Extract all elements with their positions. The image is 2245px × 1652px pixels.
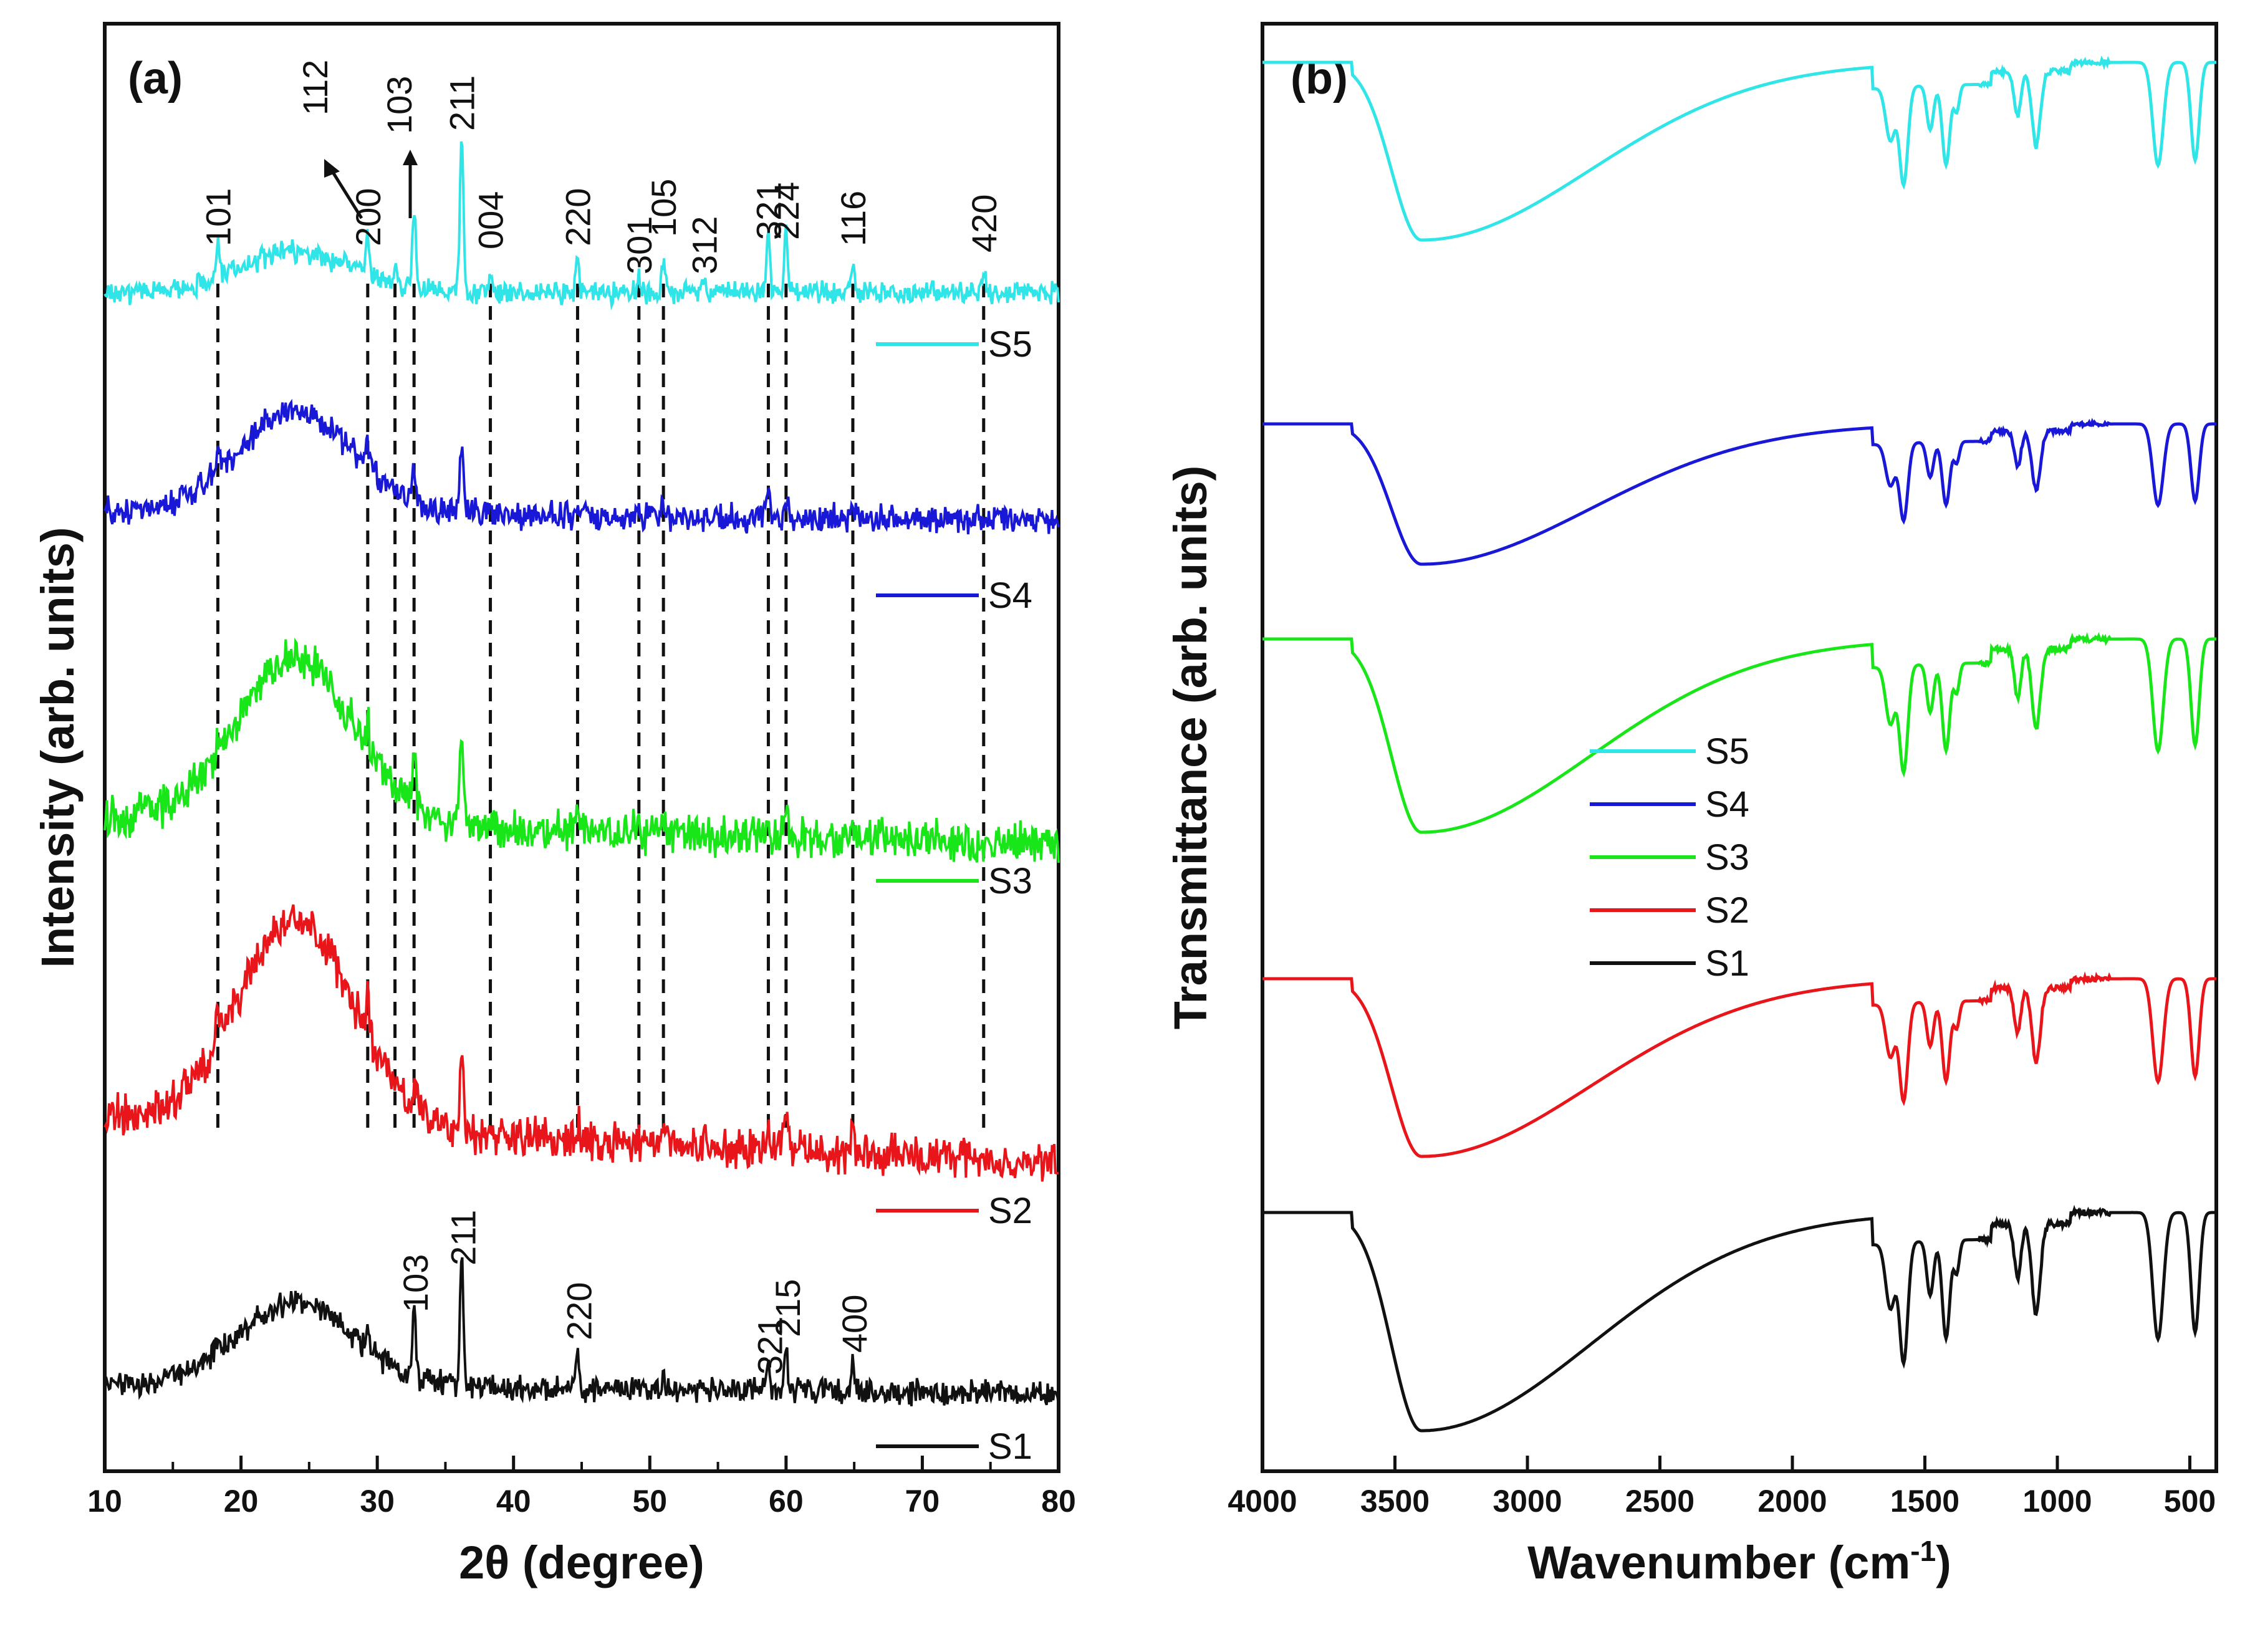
- xrd-series-line-s1: [103, 1257, 1060, 1406]
- ftir-x-axis-title-sup: -1: [1910, 1535, 1936, 1567]
- ftir-x-tick-label: 2000: [1757, 1484, 1827, 1519]
- ftir-legend-label-s3: S3: [1705, 837, 1749, 878]
- xrd-x-ticks: 10 20 30 40 50 60 70 80: [87, 1456, 1076, 1519]
- ftir-legend-label-s5: S5: [1705, 731, 1749, 772]
- xrd-peak-label-103: 103: [380, 76, 419, 134]
- ftir-x-tick-label: 4000: [1228, 1484, 1297, 1519]
- xrd-peak-label-101: 101: [198, 188, 238, 246]
- ftir-series-line-s4: [1262, 418, 2216, 566]
- xrd-series-label-s4: S4: [988, 575, 1032, 616]
- xrd-reference-lines: [216, 284, 986, 1135]
- xrd-peak-label-200: 200: [349, 188, 388, 246]
- ftir-plot-frame: [1261, 22, 2218, 1473]
- ftir-x-tick-label: 2500: [1625, 1484, 1695, 1519]
- ftir-series: [1262, 55, 2216, 1433]
- ftir-x-tick-label: 1500: [1890, 1484, 1959, 1519]
- ftir-x-axis-title: Wavenumber (cm-1): [1527, 1535, 1951, 1588]
- ftir-legend-label-s2: S2: [1705, 890, 1749, 931]
- xrd-series-label-s2: S2: [988, 1191, 1032, 1231]
- xrd-x-tick-label: 30: [360, 1484, 395, 1519]
- xrd-s1-peak-label-215: 215: [768, 1279, 807, 1337]
- ftir-x-axis-title-main: Wavenumber (cm: [1527, 1537, 1910, 1588]
- ftir-series-line-s3: [1262, 632, 2216, 834]
- ftir-x-axis-title-suffix: ): [1936, 1537, 1951, 1588]
- ftir-x-tick-label: 500: [2164, 1484, 2216, 1519]
- xrd-peak-label-112: 112: [296, 60, 335, 115]
- xrd-x-tick-label: 80: [1041, 1484, 1076, 1519]
- xrd-peak-label-312: 312: [685, 216, 724, 274]
- xrd-x-tick-label: 10: [87, 1484, 122, 1519]
- ftir-x-tick-label: 1000: [2022, 1484, 2092, 1519]
- ftir-legend-label-s1: S1: [1705, 943, 1749, 984]
- xrd-x-tick-label: 60: [769, 1484, 804, 1519]
- ftir-y-axis-title: Transmittance (arb. units): [1165, 466, 1216, 1030]
- ftir-x-tick-label: 3500: [1360, 1484, 1430, 1519]
- xrd-y-axis-title: Intensity (arb. units): [32, 527, 84, 968]
- ftir-legend: S5 S4 S3 S2 S1: [1590, 731, 1749, 984]
- ftir-legend-label-s4: S4: [1705, 784, 1749, 825]
- xrd-series-labels: S5 S4 S3 S2 S1: [876, 324, 1032, 1467]
- xrd-series: [103, 141, 1060, 1406]
- ftir-series-line-s2: [1262, 971, 2216, 1158]
- xrd-series-line-s5: [103, 141, 1060, 311]
- xrd-arrow-103-head: [403, 150, 418, 165]
- xrd-x-axis-title: 2θ (degree): [459, 1537, 704, 1588]
- xrd-s1-peak-label-321: 321: [750, 1317, 789, 1375]
- ftir-series-line-s1: [1262, 1204, 2216, 1433]
- xrd-series-label-s3: S3: [988, 861, 1032, 901]
- xrd-peak-label-105: 105: [644, 179, 683, 237]
- xrd-s1-peak-label-400: 400: [835, 1295, 874, 1353]
- xrd-series-label-s1: S1: [988, 1426, 1032, 1467]
- ftir-x-ticks: 4000 3500 3000 2500 2000 1500 1000 500: [1228, 1456, 2216, 1519]
- xrd-peak-label-004: 004: [471, 191, 511, 249]
- ftir-series-line-s5: [1262, 55, 2216, 242]
- xrd-x-tick-label: 50: [632, 1484, 667, 1519]
- xrd-series-line-s3: [103, 637, 1060, 863]
- xrd-x-tick-label: 70: [905, 1484, 940, 1519]
- xrd-arrow-112-head: [324, 159, 340, 178]
- xrd-peak-label-116: 116: [834, 191, 873, 246]
- xrd-x-tick-label: 40: [496, 1484, 531, 1519]
- xrd-peak-label-220: 220: [558, 188, 597, 246]
- xrd-peak-label-224: 224: [767, 182, 806, 240]
- xrd-panel-label: (a): [128, 54, 183, 103]
- xrd-peak-label-211: 211: [443, 75, 482, 131]
- xrd-s1-peak-label-211: 211: [444, 1210, 483, 1265]
- xrd-series-label-s5: S5: [988, 324, 1032, 365]
- xrd-x-tick-label: 20: [224, 1484, 259, 1519]
- xrd-series-line-s2: [103, 904, 1059, 1182]
- xrd-arrow-112: [329, 167, 363, 219]
- xrd-s1-peak-label-220: 220: [559, 1282, 599, 1340]
- xrd-peak-label-420: 420: [964, 194, 1004, 252]
- xrd-peak-label-301: 301: [620, 216, 659, 274]
- xrd-series-line-s4: [103, 398, 1060, 535]
- xrd-s1-peak-label-103: 103: [396, 1254, 435, 1312]
- xrd-peak-label-321: 321: [749, 182, 788, 240]
- ftir-x-tick-label: 3000: [1493, 1484, 1562, 1519]
